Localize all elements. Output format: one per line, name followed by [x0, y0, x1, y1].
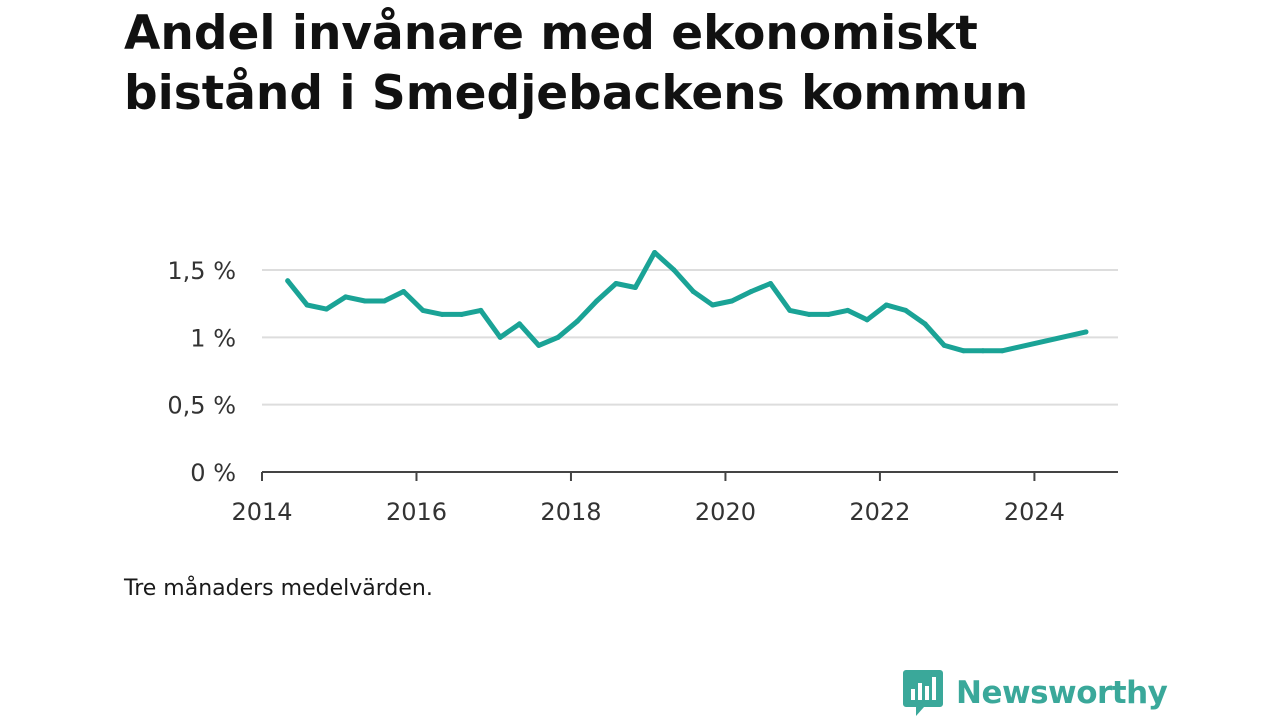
data-point: [748, 289, 754, 295]
data-point: [478, 307, 484, 313]
data-point: [613, 280, 619, 286]
data-point: [806, 311, 812, 317]
data-point: [671, 267, 677, 273]
y-tick-label: 0 %: [190, 459, 236, 487]
x-tick-label: 2022: [849, 498, 910, 526]
gridlines: [262, 269, 1118, 406]
data-point: [594, 298, 600, 304]
chart-title: Andel invånare med ekonomiskt bistånd i …: [124, 6, 1029, 121]
data-point: [323, 306, 329, 312]
data-point: [555, 334, 561, 340]
data-point: [729, 298, 735, 304]
data-point: [864, 317, 870, 323]
data-point: [961, 348, 967, 354]
x-axis: 2014 2016 2018 2020 2022 2024: [231, 471, 1118, 526]
data-point: [903, 307, 909, 313]
data-point: [768, 280, 774, 286]
x-tick-label: 2020: [695, 498, 756, 526]
x-tick-label: 2016: [386, 498, 447, 526]
data-point: [690, 289, 696, 295]
data-point: [652, 249, 658, 255]
data-point: [420, 307, 426, 313]
series-group: [285, 249, 1089, 354]
y-tick-label: 1,5 %: [167, 257, 236, 285]
data-point: [999, 348, 1005, 354]
data-point: [632, 285, 638, 291]
y-tick-label: 0,5 %: [167, 392, 236, 420]
data-point: [710, 302, 716, 308]
data-point: [381, 298, 387, 304]
data-point: [497, 334, 503, 340]
series-line-0: [285, 250, 1089, 354]
data-point: [980, 348, 986, 354]
data-point: [304, 302, 310, 308]
data-point: [845, 307, 851, 313]
data-point: [1083, 329, 1089, 335]
x-tick-label: 2024: [1004, 498, 1065, 526]
data-point: [825, 311, 831, 317]
newsworthy-logo-icon: [903, 670, 943, 716]
brand-name: Newsworthy: [956, 675, 1168, 711]
brand: Newsworthy: [902, 668, 1168, 718]
data-point: [439, 311, 445, 317]
data-point: [787, 307, 793, 313]
x-tick-label: 2018: [540, 498, 601, 526]
y-tick-label: 1 %: [190, 324, 236, 352]
data-point: [343, 294, 349, 300]
data-point: [536, 342, 542, 348]
y-axis-ticks: 0 % 0,5 % 1 % 1,5 %: [167, 257, 236, 487]
x-tick-label: 2014: [231, 498, 292, 526]
data-point: [922, 321, 928, 327]
data-point: [459, 311, 465, 317]
data-point: [516, 321, 522, 327]
data-point: [574, 318, 580, 324]
data-point: [941, 342, 947, 348]
data-point: [362, 298, 368, 304]
data-point: [285, 278, 291, 284]
data-point: [883, 302, 889, 308]
data-point: [401, 289, 407, 295]
chart-note: Tre månaders medelvärden.: [124, 576, 433, 601]
